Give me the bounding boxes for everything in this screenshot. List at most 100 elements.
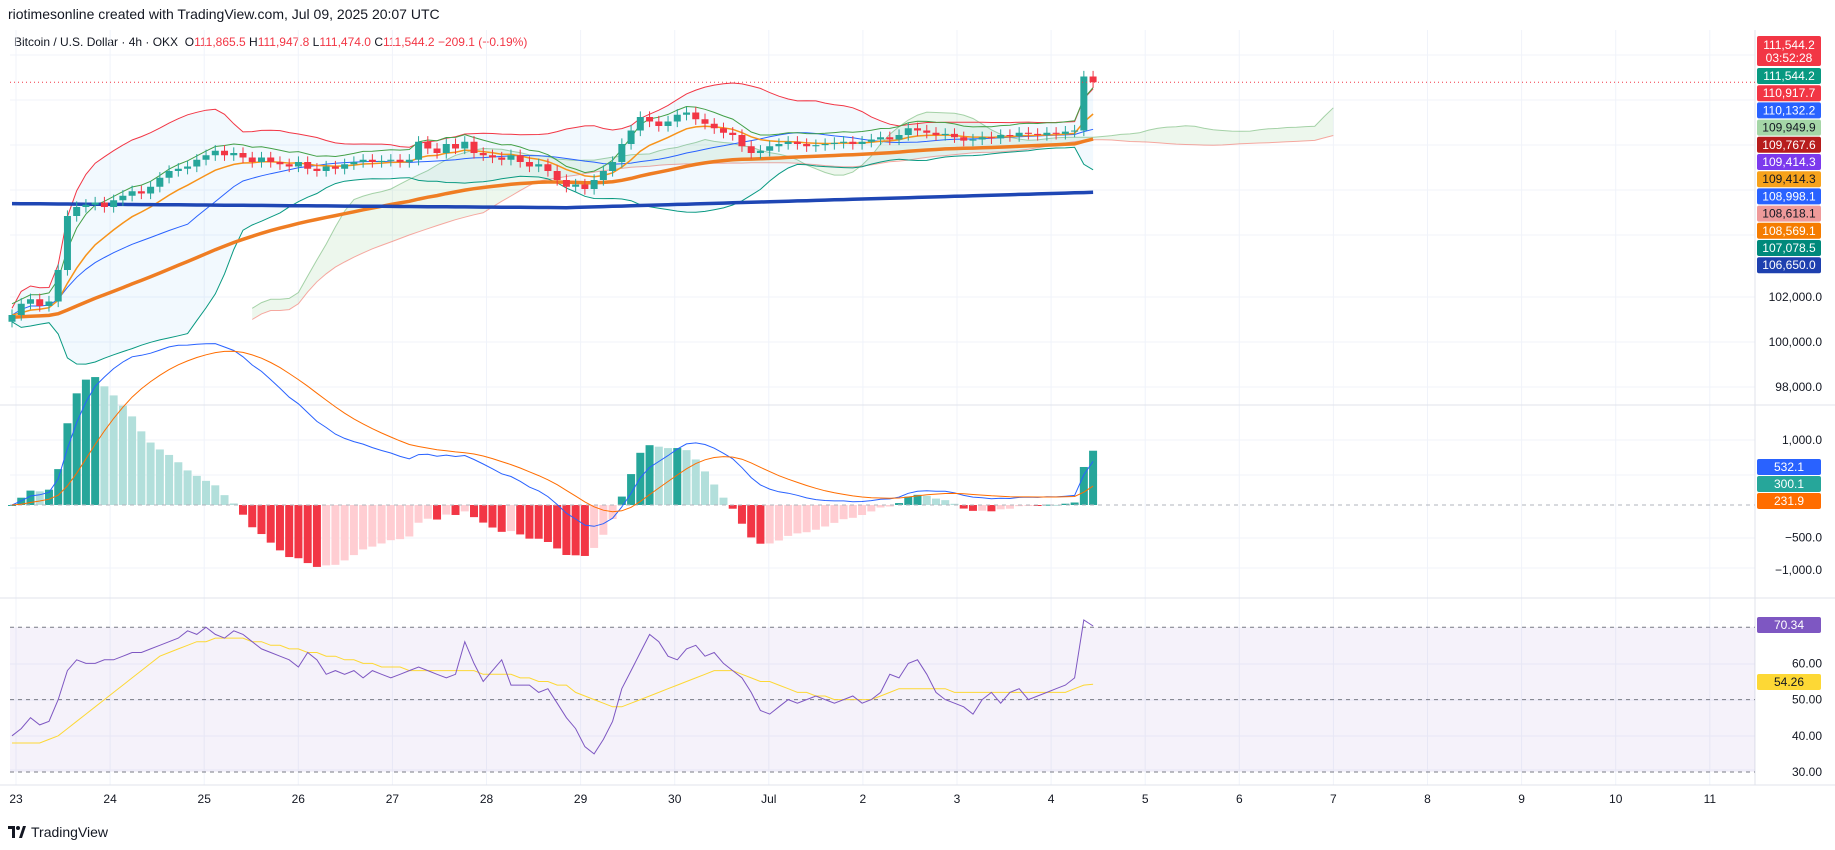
candle-body bbox=[599, 171, 607, 180]
macd-histogram-bar bbox=[802, 505, 811, 533]
candle-body bbox=[137, 191, 145, 194]
macd-histogram-bar bbox=[81, 379, 90, 505]
macd-histogram-bar bbox=[128, 416, 137, 505]
macd-histogram-bar bbox=[895, 503, 904, 505]
candle-body bbox=[646, 117, 654, 122]
candle-body bbox=[562, 180, 570, 187]
rsi-ma-value-tag-bg bbox=[1757, 674, 1821, 690]
candle-body bbox=[433, 148, 441, 153]
macd-histogram-bar bbox=[719, 497, 728, 505]
ma-200-line bbox=[11, 190, 1094, 210]
candle-body bbox=[821, 144, 829, 146]
candle-body bbox=[498, 157, 506, 160]
tradingview-brand: TradingView bbox=[31, 824, 109, 840]
symbol-legend[interactable]: Bitcoin / U.S. Dollar · 4h · OKX O111,86… bbox=[14, 35, 527, 49]
macd-histogram-bar bbox=[285, 505, 294, 558]
price-tick-label: 98,000.0 bbox=[1775, 380, 1822, 394]
close-value: 111,544.2 bbox=[382, 35, 435, 49]
macd-histogram-bar bbox=[1005, 505, 1014, 509]
candle-body bbox=[147, 186, 155, 194]
candle-body bbox=[17, 303, 25, 315]
time-tick-label: 30 bbox=[668, 792, 682, 806]
candle-body bbox=[165, 171, 173, 178]
macd-histogram-bar bbox=[211, 485, 220, 505]
candle-body bbox=[1034, 133, 1042, 135]
candle-body bbox=[378, 160, 386, 162]
macd-histogram-bar bbox=[1070, 502, 1079, 505]
candle-body bbox=[304, 162, 312, 169]
rsi-tick-label: 40.00 bbox=[1792, 729, 1822, 743]
rsi-value-tag: 70.34 bbox=[1774, 618, 1804, 632]
candle-body bbox=[405, 159, 413, 162]
candle-body bbox=[756, 150, 764, 153]
candle-body bbox=[618, 144, 626, 162]
macd-histogram-bar bbox=[950, 503, 959, 505]
indicator-price-tag: 108,618.1 bbox=[1762, 207, 1816, 221]
bollinger-fill bbox=[12, 83, 1094, 365]
candle-body bbox=[294, 162, 302, 167]
macd-histogram-bar bbox=[340, 505, 349, 561]
macd-tick-label: −500.0 bbox=[1785, 531, 1822, 545]
candle-body bbox=[516, 155, 524, 162]
candle-body bbox=[239, 153, 247, 158]
macd-histogram-bar bbox=[839, 505, 848, 520]
time-tick-label: 28 bbox=[480, 792, 494, 806]
macd-histogram-bar bbox=[146, 442, 155, 505]
candle-body bbox=[701, 119, 709, 124]
macd-histogram-bar bbox=[636, 452, 645, 505]
macd-tick-label: 1,000.0 bbox=[1782, 433, 1822, 447]
candle-body bbox=[507, 155, 515, 160]
indicator-price-tag: 106,650.0 bbox=[1762, 258, 1816, 272]
macd-histogram-bar bbox=[701, 471, 709, 505]
candle-body bbox=[257, 157, 265, 162]
high-value: 111,947.8 bbox=[257, 35, 310, 49]
macd-line bbox=[11, 343, 1094, 527]
last-price-tag-bg bbox=[1757, 36, 1821, 66]
macd-histogram-bar bbox=[1061, 503, 1070, 505]
rsi-value-tag-bg bbox=[1757, 617, 1821, 633]
macd-histogram-bar bbox=[728, 505, 737, 509]
candle-body bbox=[184, 166, 192, 169]
price-axis[interactable]: 102,000.0 100,000.0 98,000.0 1,000.0 −500.0 −… bbox=[1769, 290, 1823, 779]
macd-histogram-bar bbox=[756, 505, 765, 544]
time-tick-label: 8 bbox=[1424, 792, 1431, 806]
rsi-ma-line bbox=[12, 637, 1094, 744]
candle-body bbox=[1061, 131, 1069, 134]
indicator-price-tag-bg bbox=[1757, 222, 1821, 239]
macd-histogram-bar bbox=[294, 505, 303, 559]
signal-value-tag: 231.9 bbox=[1774, 494, 1804, 508]
macd-histogram-bar bbox=[599, 505, 608, 535]
macd-histogram-bar bbox=[442, 505, 451, 515]
macd-histogram-bar bbox=[266, 505, 275, 543]
candle-body bbox=[904, 128, 912, 135]
candle-body bbox=[877, 137, 885, 140]
macd-histogram-bar bbox=[1089, 450, 1098, 505]
candle-body bbox=[978, 137, 986, 140]
candle-body bbox=[100, 202, 108, 207]
candle-body bbox=[1043, 132, 1051, 135]
candle-body bbox=[812, 145, 820, 147]
macd-histogram-bar bbox=[996, 505, 1005, 510]
indicator-price-tag-bg bbox=[1757, 136, 1821, 153]
symbol-name[interactable]: Bitcoin / U.S. Dollar · 4h · OKX bbox=[14, 35, 179, 49]
macd-histogram-bar bbox=[959, 505, 968, 509]
candle-body bbox=[655, 121, 663, 126]
signal-value-tag-bg bbox=[1757, 493, 1821, 509]
macd-histogram-bar bbox=[377, 505, 386, 544]
candle-body bbox=[174, 168, 182, 171]
candle-body bbox=[45, 301, 53, 306]
time-axis[interactable]: 23 24 25 26 27 28 29 30 Jul 2 3 4 5 6 7 8 9 10 11 bbox=[9, 792, 1716, 806]
ema-fast-line bbox=[11, 113, 1094, 316]
indicator-price-tag-bg bbox=[1757, 257, 1821, 274]
macd-histogram-bar bbox=[451, 505, 460, 515]
macd-histogram-bar bbox=[423, 505, 432, 519]
candle-body bbox=[1006, 135, 1014, 137]
candle-body bbox=[941, 133, 949, 135]
macd-histogram-bar bbox=[155, 449, 164, 505]
macd-histogram-bar bbox=[867, 505, 876, 512]
chart-canvas[interactable]: 102,000.0 100,000.0 98,000.0 1,000.0 −500.0 −… bbox=[0, 0, 1835, 820]
macd-histogram-bar bbox=[913, 494, 922, 505]
candle-body bbox=[479, 153, 487, 156]
macd-histogram-bar bbox=[904, 496, 913, 505]
macd-histogram-bar bbox=[784, 505, 793, 536]
